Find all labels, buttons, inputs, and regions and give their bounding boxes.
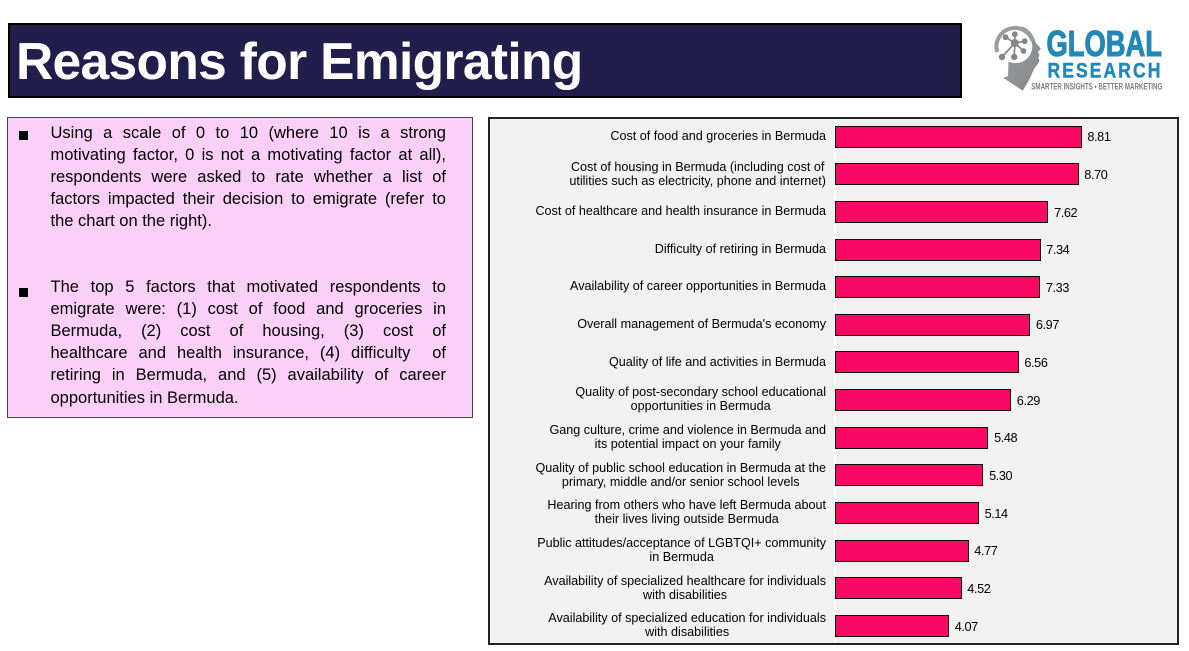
svg-text:GLOBAL: GLOBAL (1047, 23, 1162, 64)
svg-text:RESEARCH: RESEARCH (1048, 59, 1163, 83)
svg-text:SMARTER INSIGHTS • BETTER MARK: SMARTER INSIGHTS • BETTER MARKETING (1031, 82, 1162, 92)
